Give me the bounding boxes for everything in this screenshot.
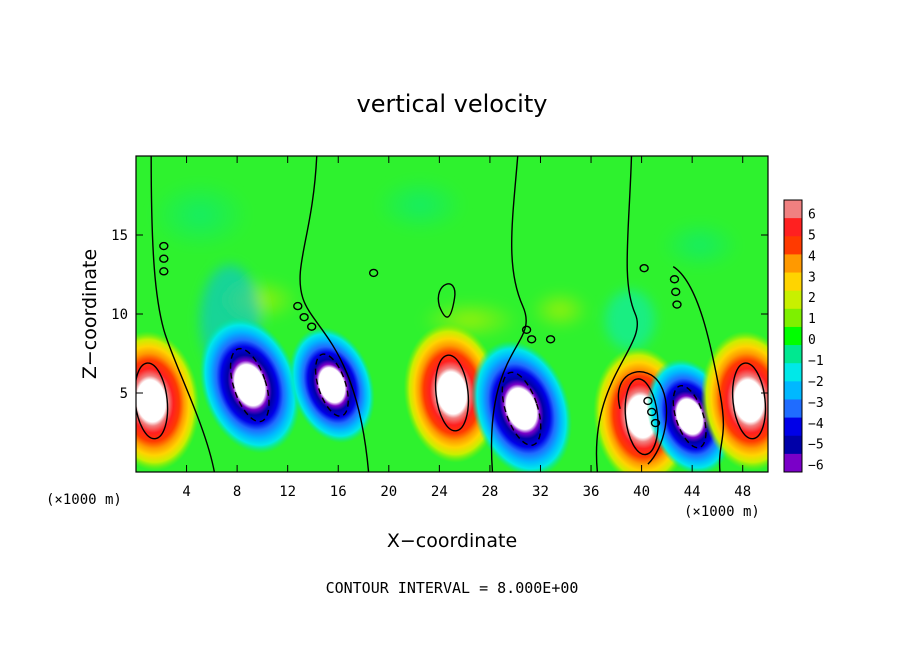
colorbar-tick-label: 0 [808,333,816,348]
colorbar-swatch [784,290,802,310]
contour-lines [136,156,767,472]
zero-contour [299,156,370,472]
updraft-cell [403,323,501,463]
y-axis-title: Z−coordinate [79,249,101,379]
closed-contour [647,407,657,417]
colorbar-swatch [784,381,802,400]
colorbar-swatch [784,435,802,455]
colorbar-swatch [784,218,802,237]
colorbar-tick-label: 6 [808,208,816,223]
zero-contour [595,156,638,472]
closed-contour [368,268,379,278]
x-unit-left: (×1000 m) [46,492,122,508]
colorbar-swatch [784,308,802,328]
x-tick-label: 36 [583,484,600,500]
closed-contour [299,312,309,322]
colorbar: 6 5 4 3 2 1 0 −1 −2 −3 −4 −5 −6 [783,199,824,474]
x-tick-label: 40 [633,484,650,500]
x-tick-label: 8 [233,484,241,500]
contour-interval-label: CONTOUR INTERVAL = 8.000E+00 [326,579,579,597]
negative-contour [229,347,270,423]
x-tick-label: 48 [734,484,751,500]
positive-contour [624,378,659,456]
downdraft-cell [471,340,573,472]
colorbar-swatch [784,254,802,274]
closed-contour [672,300,682,309]
colorbar-tick-label: −4 [808,417,824,432]
colorbar-tick-label: −2 [808,375,824,390]
positive-contour [731,362,767,440]
colorbar-tick-label: −5 [808,438,824,453]
updraft-cell [700,331,768,471]
colorbar-tick-label: −1 [808,354,824,369]
velocity-cells [136,316,768,472]
colorbar-swatch [784,326,802,346]
colorbar-swatch [784,417,802,437]
colorbar-swatch [784,236,802,255]
colorbar-swatch [784,399,802,419]
colorbar-tick-label: 4 [808,249,816,264]
closed-contour [159,241,169,251]
colorbar-tick-label: −3 [808,396,824,411]
closed-contour [306,322,317,331]
downdraft-cell [199,316,301,454]
updraft-cell [136,331,200,471]
closed-contour [159,267,169,276]
x-tick-label: 32 [532,484,549,500]
x-axis-ticks: 4 8 12 16 20 24 28 32 36 40 44 48 [182,156,751,500]
colorbar-tick-label: −6 [808,459,824,474]
closed-contour [159,254,169,263]
colorbar-swatch [784,363,802,382]
colorbar-swatch [784,200,802,219]
closed-contour [671,287,681,297]
negative-contour [314,353,349,417]
negative-contour [672,384,707,449]
zero-contour [672,266,725,472]
colorbar-swatch [784,345,802,364]
closed-contour [526,335,537,344]
closed-contour [643,396,653,406]
closed-contour [293,301,303,311]
y-axis-ticks: 5 10 15 [111,228,768,402]
colorbar-swatch [784,272,802,292]
colorbar-tick-label: 3 [808,270,816,285]
x-tick-label: 16 [330,484,347,500]
y-tick-label: 5 [120,386,128,402]
closed-contour [521,325,532,334]
closed-contour [639,263,649,273]
y-tick-label: 15 [111,228,128,244]
x-tick-label: 28 [481,484,498,500]
positive-contour [434,354,470,432]
colorbar-swatch [784,453,802,473]
zero-contour [437,283,456,318]
downdraft-cell [288,327,375,444]
x-tick-label: 24 [431,484,448,500]
x-tick-label: 12 [279,484,296,500]
plot-area [136,156,768,472]
colorbar-tick-label: 2 [808,291,816,306]
x-tick-label: 44 [684,484,701,500]
closed-contour [545,335,556,344]
zero-contour [617,371,668,465]
colorbar-frame [783,199,803,473]
chart-title: vertical velocity [357,90,548,118]
x-unit-right: (×1000 m) [684,504,760,520]
negative-contour [501,371,542,446]
positive-contour [136,362,169,440]
colorbar-tick-label: 1 [808,312,816,327]
x-axis-title: X−coordinate [387,530,517,552]
zero-contour [150,156,216,472]
closed-contour [650,418,661,428]
y-tick-label: 10 [111,307,128,323]
x-tick-label: 20 [380,484,397,500]
colorbar-tick-label: 5 [808,228,816,243]
x-tick-label: 4 [182,484,190,500]
closed-contour [669,275,680,284]
zero-contour [490,156,527,472]
